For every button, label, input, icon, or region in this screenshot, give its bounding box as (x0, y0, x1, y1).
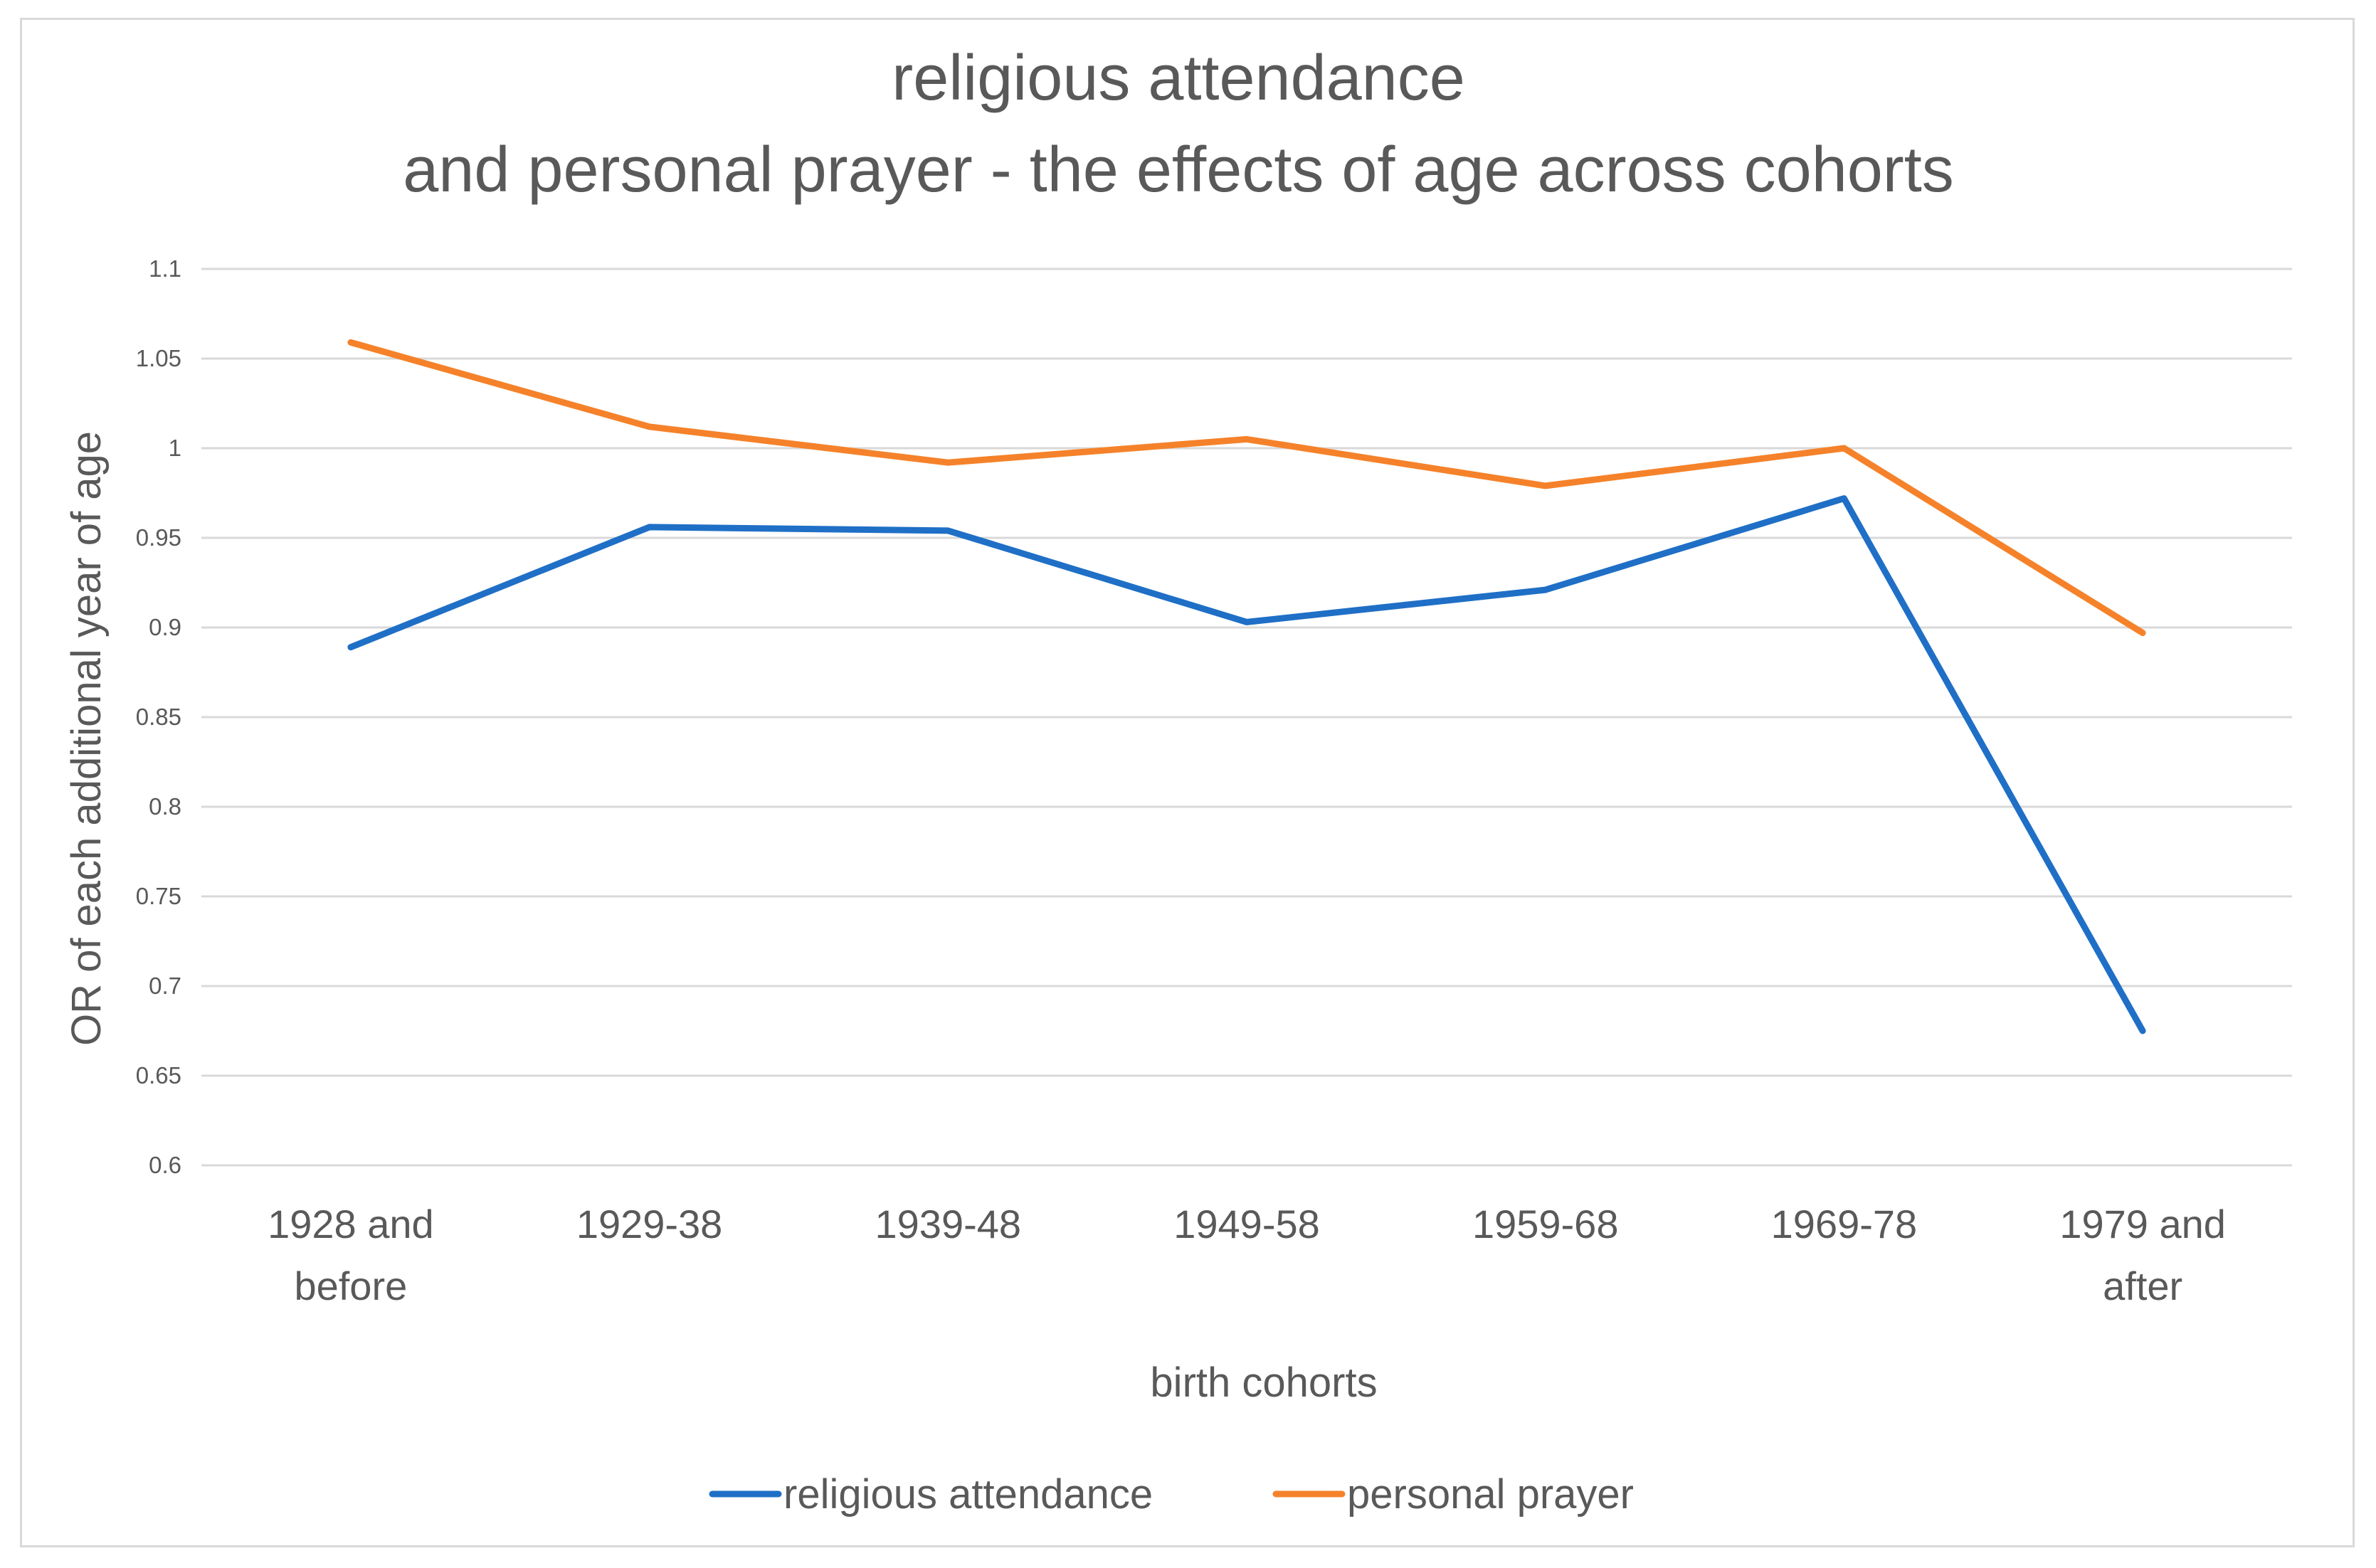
x-tick-label: 1959-68 (1472, 1202, 1619, 1246)
x-tick-label: 1979 and (2059, 1202, 2226, 1246)
data-point (648, 526, 650, 528)
y-tick-label: 1.05 (136, 345, 181, 371)
data-point (349, 341, 352, 344)
x-tick-label: before (294, 1264, 407, 1308)
y-tick-label: 0.8 (149, 793, 181, 820)
y-tick-label: 0.9 (149, 614, 181, 640)
chart-title: religious attendance and personal prayer … (403, 43, 1954, 206)
y-tick-label: 0.85 (136, 704, 181, 730)
y-tick-label: 0.6 (149, 1152, 181, 1178)
data-point (1544, 484, 1546, 487)
y-tick-label: 1 (169, 435, 181, 461)
x-axis-ticks: 1928 and before 1929-38 1939-48 1949-58 1959-… (268, 1202, 2226, 1308)
y-axis-ticks: 0.6 0.65 0.7 0.75 0.8 0.85 0.9 0.95 1 1.05 1.1 (136, 255, 181, 1178)
data-point (1544, 589, 1546, 591)
data-point (947, 462, 949, 464)
y-tick-label: 0.7 (149, 973, 181, 999)
line-chart: religious attendance and personal prayer … (63, 43, 2292, 1517)
data-point (1843, 447, 1845, 449)
series-line-religious-attendance (347, 495, 2146, 1034)
chart-title-line: and personal prayer - the effects of age… (403, 134, 1954, 206)
legend: religious attendance personal prayer (709, 1471, 1634, 1517)
series-line-personal-prayer (347, 339, 2146, 637)
x-tick-label: after (2103, 1264, 2182, 1308)
chart-frame: religious attendance and personal prayer … (20, 18, 2355, 1547)
data-point (648, 425, 650, 428)
y-tick-label: 0.95 (136, 524, 181, 551)
data-point (2142, 632, 2144, 634)
data-point (349, 646, 352, 648)
data-point (2142, 1030, 2144, 1032)
legend-label: religious attendance (783, 1471, 1153, 1517)
series-lines (347, 339, 2146, 1034)
y-tick-label: 0.65 (136, 1062, 181, 1088)
data-point (947, 529, 949, 531)
x-tick-label: 1969-78 (1771, 1202, 1918, 1246)
data-point (1843, 497, 1845, 499)
y-tick-label: 1.1 (149, 255, 181, 282)
data-point (1246, 438, 1247, 440)
x-tick-label: 1928 and (268, 1202, 434, 1246)
gridlines (201, 267, 2292, 1167)
x-axis-label: birth cohorts (1150, 1360, 1377, 1406)
chart-title-line: religious attendance (892, 43, 1465, 114)
legend-label: personal prayer (1347, 1471, 1634, 1517)
y-tick-label: 0.75 (136, 883, 181, 909)
x-tick-label: 1949-58 (1173, 1202, 1320, 1246)
x-tick-label: 1929-38 (576, 1202, 723, 1246)
data-point (1246, 621, 1247, 623)
y-axis-label: OR of each additional year of age (63, 431, 110, 1046)
x-tick-label: 1939-48 (875, 1202, 1022, 1246)
